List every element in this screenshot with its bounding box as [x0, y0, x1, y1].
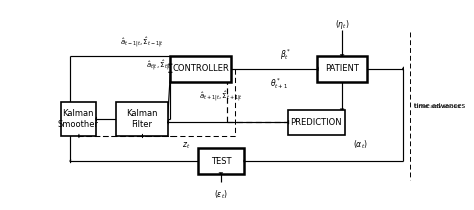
Text: $\hat{a}_{t+1|t}, \hat{\Sigma}_{t+1|t}$: $\hat{a}_{t+1|t}, \hat{\Sigma}_{t+1|t}$: [199, 90, 243, 104]
Text: TEST: TEST: [210, 156, 231, 165]
Text: Kalman
Smoother: Kalman Smoother: [58, 109, 99, 129]
Text: time advances: time advances: [414, 104, 460, 109]
Text: Kalman
Filter: Kalman Filter: [126, 109, 158, 129]
Text: time advances: time advances: [414, 103, 465, 109]
Text: $(\alpha_t)$: $(\alpha_t)$: [353, 139, 368, 151]
Bar: [170, 55, 231, 82]
Bar: [61, 102, 96, 136]
Text: $\beta^*_t$: $\beta^*_t$: [280, 47, 291, 62]
Bar: [116, 102, 168, 136]
Text: $z_t$: $z_t$: [182, 141, 190, 151]
Bar: [317, 55, 367, 82]
Text: PREDICTION: PREDICTION: [291, 118, 342, 127]
Bar: [288, 110, 345, 135]
Text: PATIENT: PATIENT: [325, 64, 359, 73]
Text: $(\eta_t)$: $(\eta_t)$: [335, 18, 349, 31]
Text: $(\varepsilon_t)$: $(\varepsilon_t)$: [214, 189, 228, 201]
Bar: [198, 148, 244, 173]
Text: $\theta^*_{t+1}$: $\theta^*_{t+1}$: [271, 76, 289, 91]
Text: CONTROLLER: CONTROLLER: [173, 64, 229, 73]
Text: $\hat{a}_{t|t}, \hat{\Sigma}_{t|t}$: $\hat{a}_{t|t}, \hat{\Sigma}_{t|t}$: [146, 59, 171, 73]
Text: $\hat{a}_{t-1|t}, \hat{\Sigma}_{t-1|t}$: $\hat{a}_{t-1|t}, \hat{\Sigma}_{t-1|t}$: [120, 36, 164, 50]
